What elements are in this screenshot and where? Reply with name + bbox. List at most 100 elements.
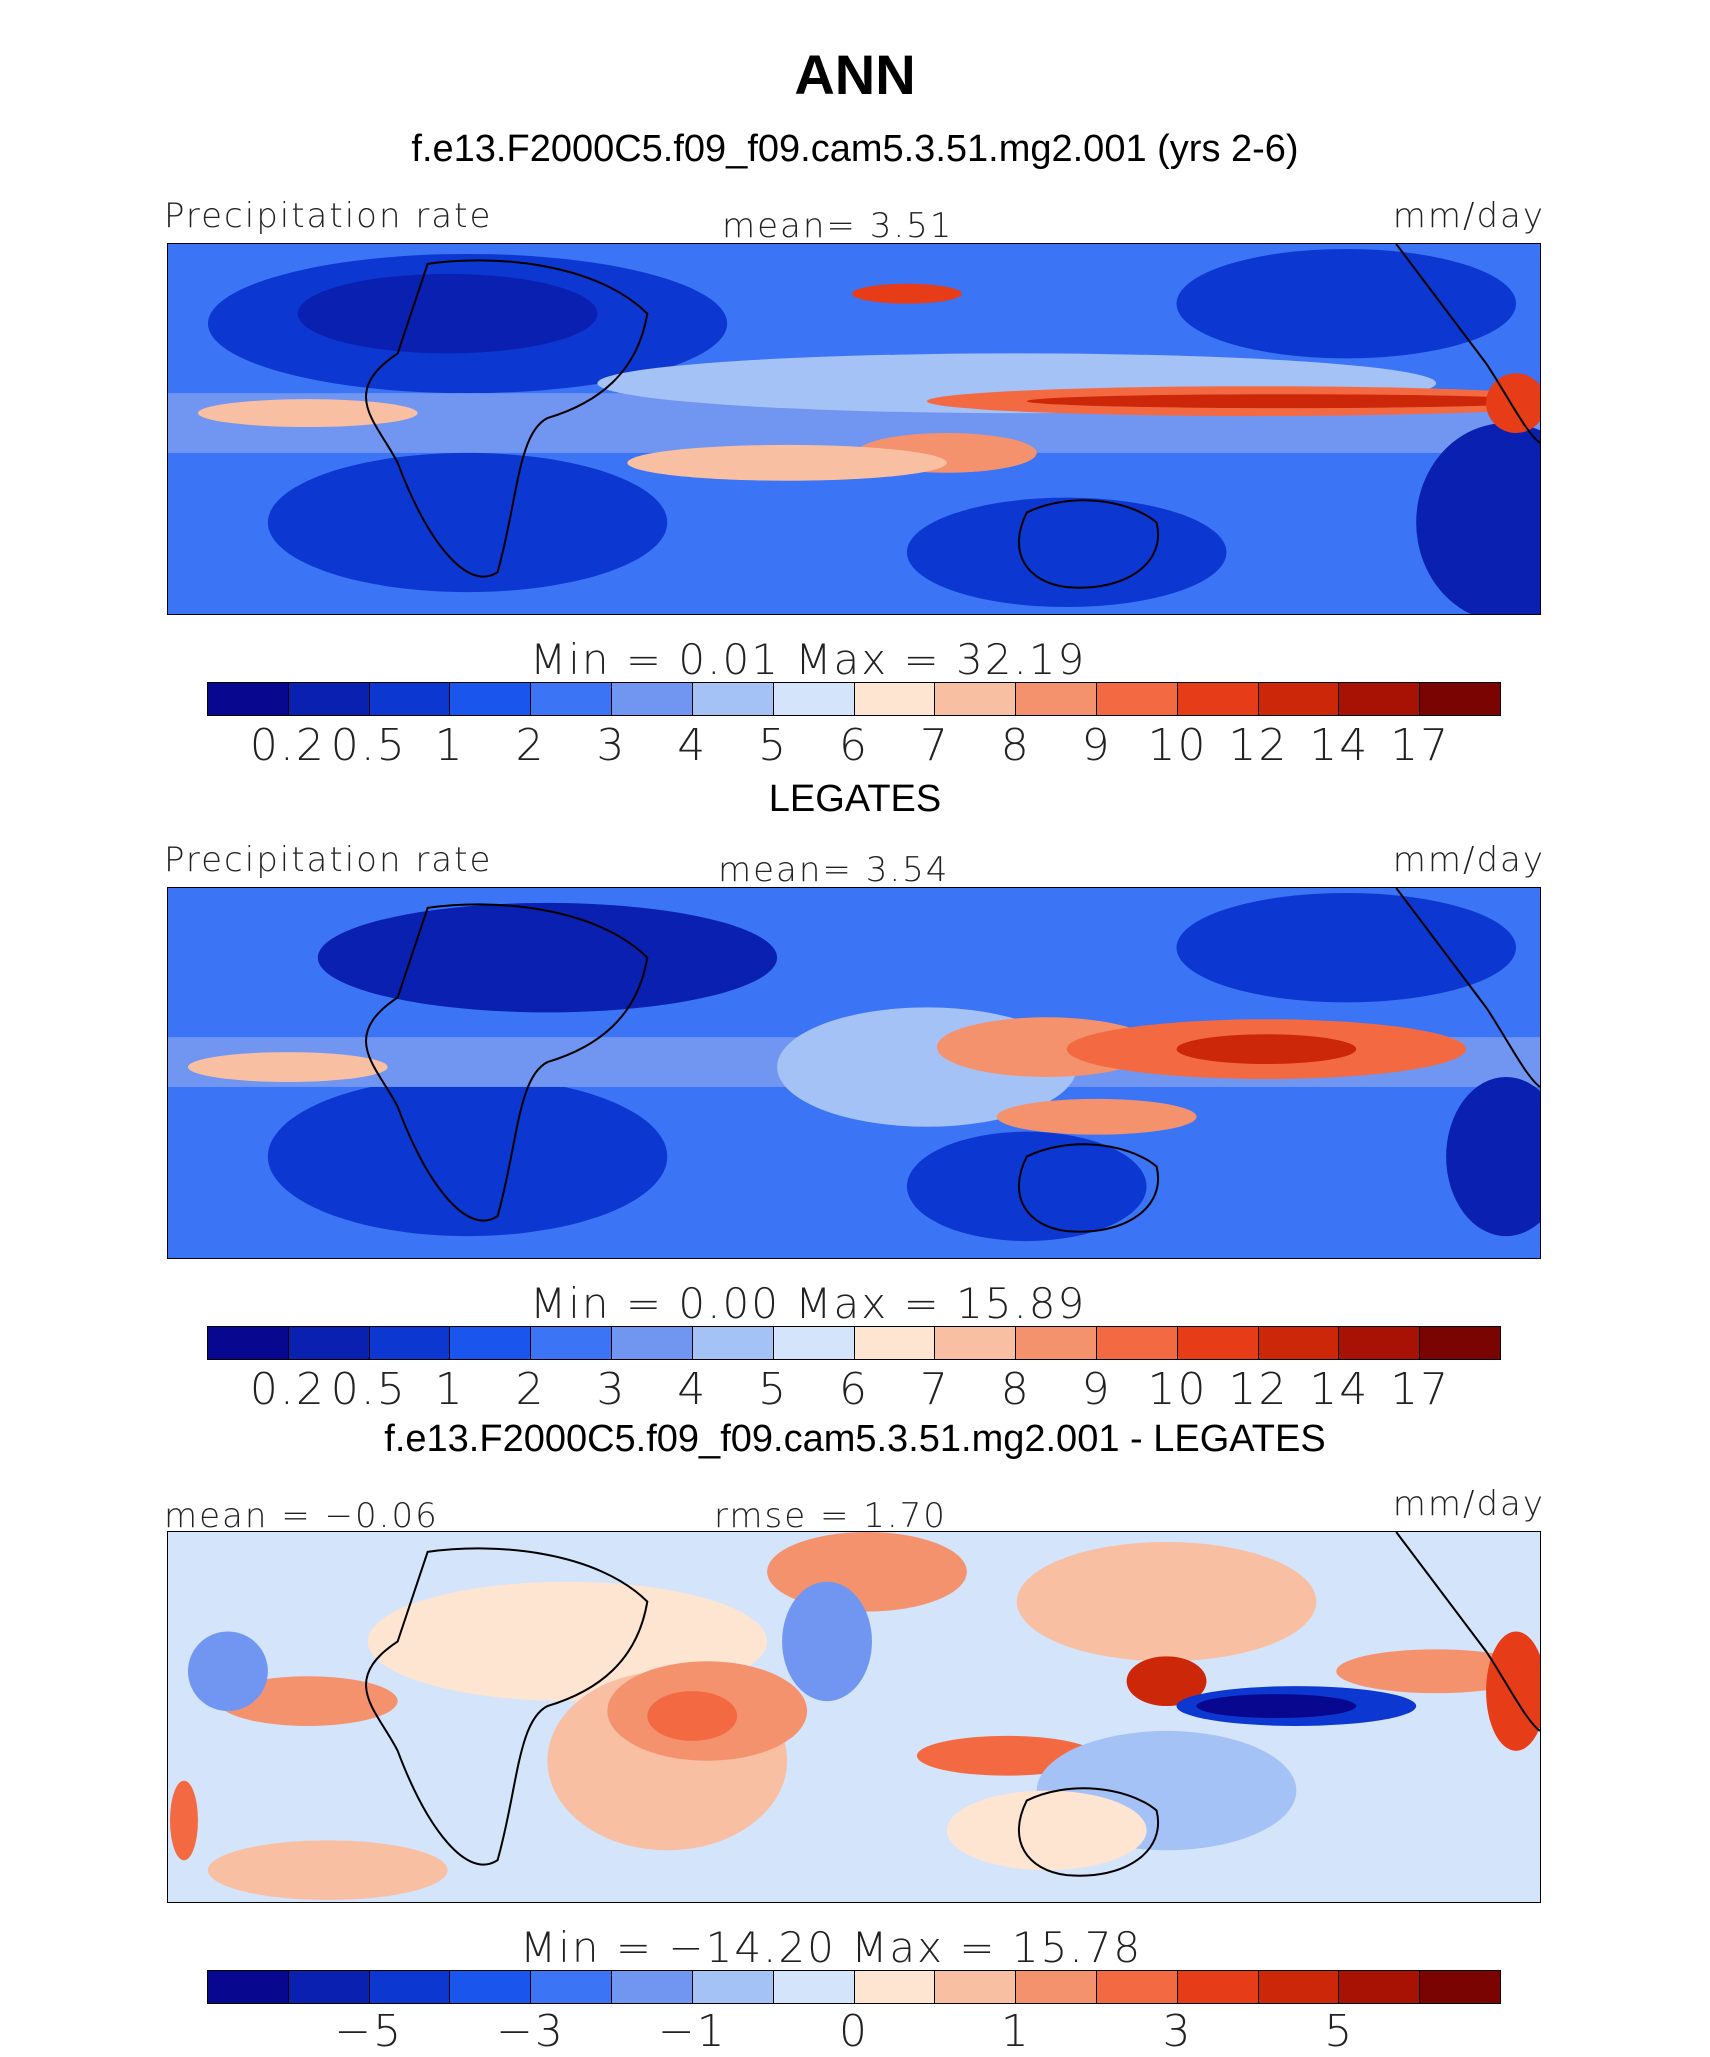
- colorbar-swatch: [1339, 683, 1421, 715]
- colorbar-tick-label: 3: [1162, 2006, 1193, 2057]
- colorbar-tick-label: 0.2: [249, 1364, 326, 1415]
- colorbar-tick-label: 10: [1147, 720, 1208, 771]
- colorbar-tick-label: 5: [758, 720, 789, 771]
- panel2-minmax: Min = 0.00 Max = 15.89: [530, 1279, 1087, 1328]
- colorbar-swatch: [773, 1971, 855, 2003]
- colorbar-tick-label: 12: [1228, 1364, 1289, 1415]
- colorbar-swatch: [531, 1971, 613, 2003]
- colorbar-tick-label: 2: [515, 720, 546, 771]
- panel3-units-label: mm/day: [1392, 1484, 1545, 1524]
- colorbar-swatch: [208, 1327, 289, 1359]
- panel3-title: f.e13.F2000C5.f09_f09.cam5.3.51.mg2.001 …: [384, 1418, 1326, 1460]
- colorbar-swatch: [288, 1971, 370, 2003]
- panel3-mean-label: mean = −0.06: [164, 1496, 439, 1536]
- colorbar-swatch: [1016, 1971, 1097, 2003]
- colorbar-swatch: [1258, 1327, 1340, 1359]
- colorbar-tick-label: 8: [1000, 720, 1031, 771]
- colorbar-tick-label: 2: [515, 1364, 546, 1415]
- panel1-map: [167, 243, 1541, 615]
- colorbar-tick-label: 7: [919, 720, 950, 771]
- colorbar-tick-label: 5: [1324, 2006, 1355, 2057]
- colorbar-swatch: [531, 1327, 613, 1359]
- colorbar-swatch: [1096, 1971, 1178, 2003]
- panel1-minmax: Min = 0.01 Max = 32.19: [530, 635, 1087, 684]
- panel2-ticks: 0.2 0.5 1 2 3 4 5 6 7 8 9 10 12 14 17: [0, 1364, 1710, 1415]
- panel3-difference-field: [168, 1532, 1540, 1902]
- colorbar-swatch: [854, 1971, 936, 2003]
- colorbar-swatch: [369, 1327, 451, 1359]
- panel1-precip-field: [168, 244, 1540, 614]
- colorbar-swatch: [208, 683, 289, 715]
- colorbar-tick-label: 0.5: [330, 1364, 407, 1415]
- colorbar-swatch: [935, 683, 1017, 715]
- colorbar-tick-label: 4: [677, 720, 708, 771]
- panel1-colorbar: [207, 682, 1501, 716]
- colorbar-swatch: [288, 683, 370, 715]
- colorbar-tick-label: 9: [1081, 720, 1112, 771]
- panel1-units-label: mm/day: [1392, 196, 1545, 236]
- colorbar-swatch: [1016, 683, 1097, 715]
- panel1-mean-label: mean= 3.51: [722, 206, 954, 246]
- colorbar-swatch: [208, 1971, 289, 2003]
- colorbar-swatch: [450, 1971, 532, 2003]
- colorbar-tick-label: 0.2: [249, 720, 326, 771]
- colorbar-swatch: [1096, 1327, 1178, 1359]
- panel3-colorbar: [207, 1970, 1501, 2004]
- colorbar-swatch: [692, 1971, 774, 2003]
- colorbar-tick-label: 1: [434, 720, 465, 771]
- colorbar-swatch: [612, 1327, 693, 1359]
- panel2-colorbar: [207, 1326, 1501, 1360]
- colorbar-swatch: [612, 1971, 693, 2003]
- panel2-map: [167, 887, 1541, 1259]
- panel2-title: LEGATES: [768, 778, 942, 820]
- colorbar-tick-label: 0: [839, 2006, 869, 2057]
- colorbar-swatch: [369, 683, 451, 715]
- colorbar-swatch: [1177, 683, 1259, 715]
- colorbar-tick-label: 14: [1309, 720, 1370, 771]
- colorbar-tick-label: 6: [839, 1364, 869, 1415]
- colorbar-tick-label: 0.5: [330, 720, 407, 771]
- colorbar-swatch: [692, 1327, 774, 1359]
- colorbar-swatch: [1177, 1971, 1259, 2003]
- panel2-mean-label: mean= 3.54: [718, 850, 950, 890]
- colorbar-tick-label: 4: [677, 1364, 708, 1415]
- colorbar-swatch: [612, 683, 693, 715]
- colorbar-swatch: [288, 1327, 370, 1359]
- main-title: ANN: [794, 43, 916, 106]
- panel3-rmse-label: rmse = 1.70: [714, 1496, 947, 1536]
- colorbar-swatch: [1339, 1971, 1421, 2003]
- panel2-precip-field: [168, 888, 1540, 1258]
- colorbar-tick-label: −5: [334, 2006, 404, 2057]
- colorbar-swatch: [692, 683, 774, 715]
- colorbar-swatch: [369, 1971, 451, 2003]
- colorbar-tick-label: 7: [919, 1364, 950, 1415]
- colorbar-swatch: [531, 683, 613, 715]
- panel3-minmax: Min = −14.20 Max = 15.78: [520, 1923, 1143, 1972]
- colorbar-swatch: [935, 1971, 1017, 2003]
- colorbar-swatch: [1339, 1327, 1421, 1359]
- panel3-map: [167, 1531, 1541, 1903]
- colorbar-swatch: [1016, 1327, 1097, 1359]
- colorbar-tick-label: 1: [434, 1364, 465, 1415]
- colorbar-swatch: [450, 1327, 532, 1359]
- colorbar-swatch: [854, 683, 936, 715]
- colorbar-tick-label: 8: [1000, 1364, 1031, 1415]
- colorbar-swatch: [773, 683, 855, 715]
- panel3-ticks: −5 −3 −1 0 1 3 5: [0, 2006, 1710, 2057]
- colorbar-tick-label: 12: [1228, 720, 1289, 771]
- colorbar-swatch: [935, 1327, 1017, 1359]
- panel2-left-label: Precipitation rate: [164, 840, 493, 880]
- case-title: f.e13.F2000C5.f09_f09.cam5.3.51.mg2.001 …: [411, 128, 1299, 170]
- colorbar-swatch: [1420, 1971, 1500, 2003]
- colorbar-swatch: [1177, 1327, 1259, 1359]
- colorbar-swatch: [450, 683, 532, 715]
- colorbar-tick-label: 1: [1000, 2006, 1031, 2057]
- colorbar-swatch: [1420, 1327, 1500, 1359]
- colorbar-tick-label: 14: [1309, 1364, 1370, 1415]
- colorbar-swatch: [1258, 1971, 1340, 2003]
- colorbar-swatch: [1420, 683, 1500, 715]
- panel1-left-label: Precipitation rate: [164, 196, 493, 236]
- colorbar-swatch: [1096, 683, 1178, 715]
- colorbar-tick-label: 17: [1390, 720, 1451, 771]
- colorbar-tick-label: 3: [596, 720, 627, 771]
